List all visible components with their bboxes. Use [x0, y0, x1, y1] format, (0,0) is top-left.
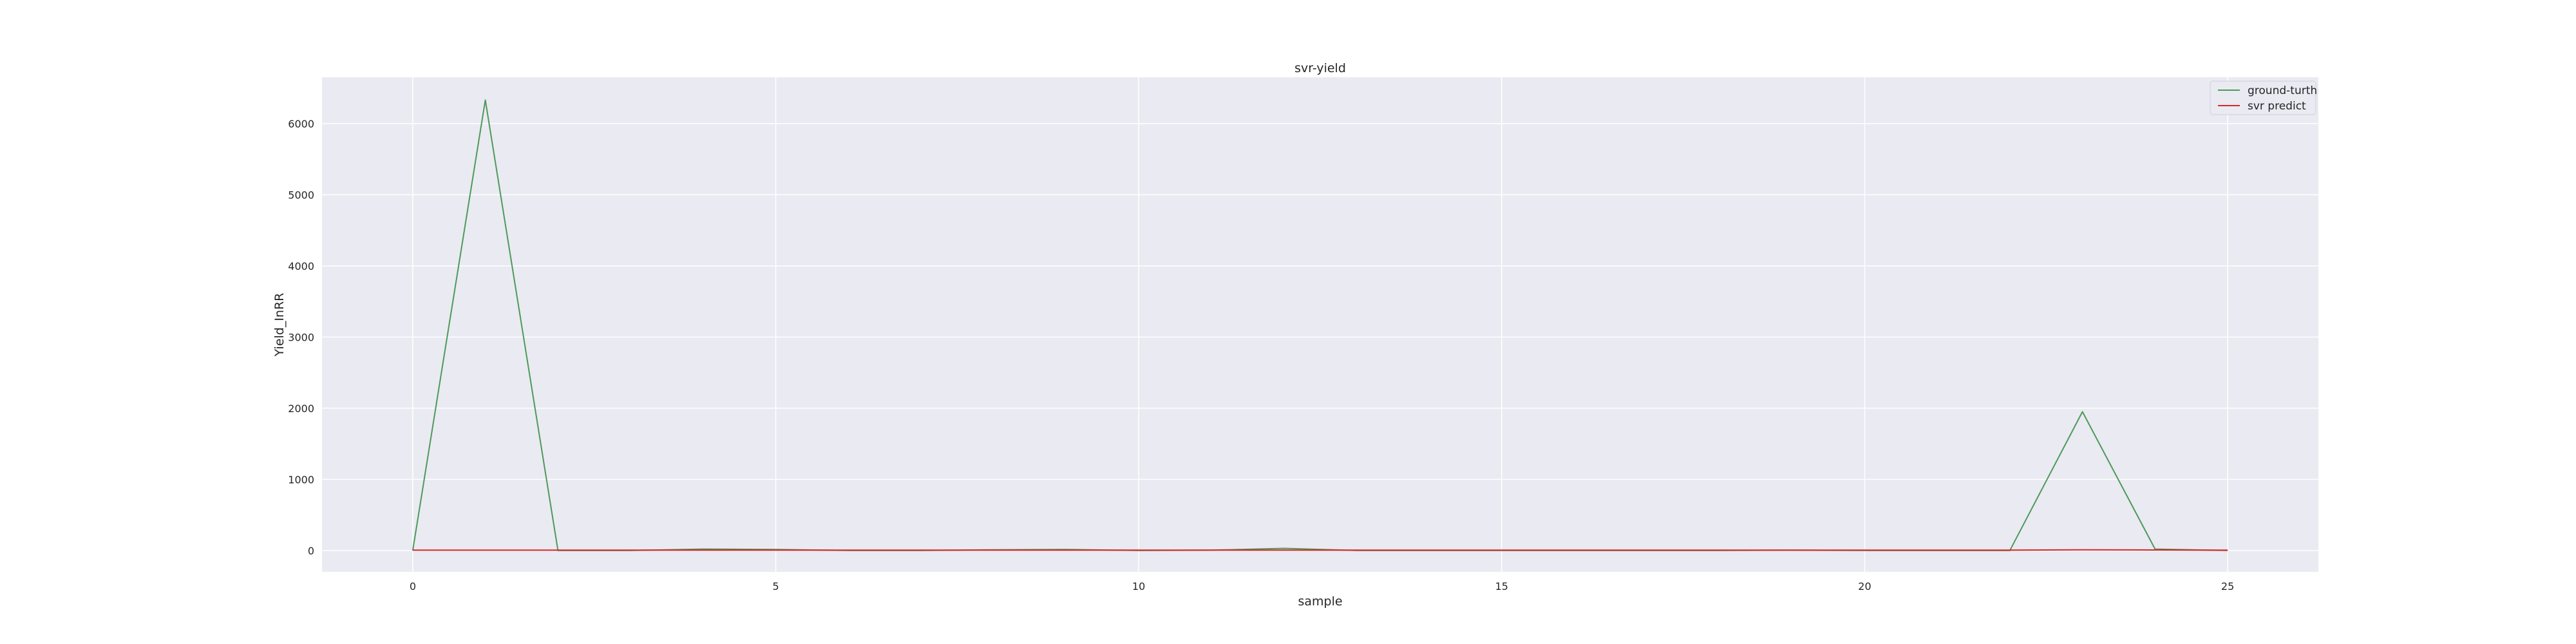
- y-axis-label: Yield_InRR: [272, 293, 287, 357]
- legend: ground-turth svr predict: [2210, 80, 2317, 115]
- y-tick-label: 1000: [288, 473, 314, 486]
- y-tick-labels: 0 1000 2000 3000 4000 5000 6000: [288, 118, 314, 557]
- x-tick-label: 15: [1495, 580, 1508, 592]
- plot-background: [322, 77, 2318, 572]
- y-tick-label: 6000: [288, 118, 314, 130]
- x-tick-label: 20: [1858, 580, 1871, 592]
- x-axis-label: sample: [1298, 594, 1342, 609]
- y-tick-label: 0: [308, 545, 314, 557]
- legend-label-svr-predict: svr predict: [2248, 100, 2306, 113]
- x-tick-label: 5: [772, 580, 779, 592]
- y-tick-label: 2000: [288, 402, 314, 415]
- x-tick-label: 0: [410, 580, 416, 592]
- y-tick-label: 5000: [288, 189, 314, 201]
- legend-label-ground-turth: ground-turth: [2248, 84, 2317, 97]
- x-tick-labels: 0 5 10 15 20 25: [410, 580, 2234, 592]
- x-tick-label: 25: [2221, 580, 2234, 592]
- series-line-svr-predict: [412, 549, 2228, 551]
- y-tick-label: 4000: [288, 260, 314, 272]
- chart-title: svr-yield: [1294, 61, 1346, 75]
- y-tick-label: 3000: [288, 331, 314, 343]
- series-lines: [412, 99, 2228, 551]
- x-tick-label: 10: [1132, 580, 1145, 592]
